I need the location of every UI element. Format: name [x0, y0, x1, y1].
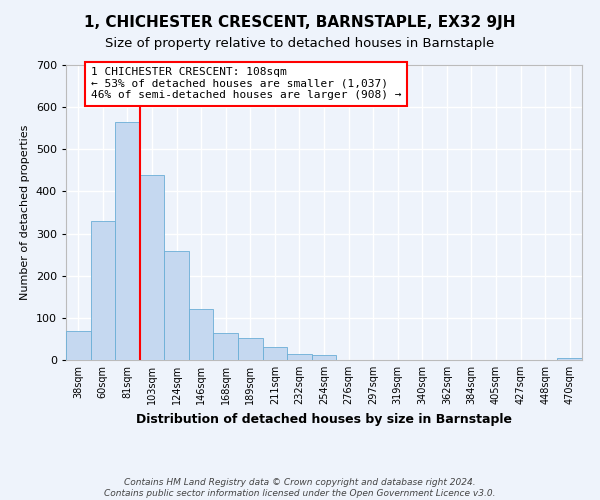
Bar	[91, 221, 115, 360]
Bar	[312, 355, 336, 360]
Text: 1 CHICHESTER CRESCENT: 108sqm
← 53% of detached houses are smaller (1,037)
46% o: 1 CHICHESTER CRESCENT: 108sqm ← 53% of d…	[91, 67, 401, 100]
Bar	[238, 338, 263, 360]
Text: Size of property relative to detached houses in Barnstaple: Size of property relative to detached ho…	[106, 38, 494, 51]
Text: 1, CHICHESTER CRESCENT, BARNSTAPLE, EX32 9JH: 1, CHICHESTER CRESCENT, BARNSTAPLE, EX32…	[84, 15, 516, 30]
Bar	[263, 348, 287, 360]
Y-axis label: Number of detached properties: Number of detached properties	[20, 125, 30, 300]
Text: Contains HM Land Registry data © Crown copyright and database right 2024.
Contai: Contains HM Land Registry data © Crown c…	[104, 478, 496, 498]
Bar	[164, 252, 189, 360]
Bar	[66, 330, 91, 360]
Bar	[115, 122, 140, 360]
Bar	[140, 174, 164, 360]
Bar	[287, 354, 312, 360]
Bar	[189, 308, 214, 360]
Bar	[557, 358, 582, 360]
X-axis label: Distribution of detached houses by size in Barnstaple: Distribution of detached houses by size …	[136, 412, 512, 426]
Bar	[214, 334, 238, 360]
